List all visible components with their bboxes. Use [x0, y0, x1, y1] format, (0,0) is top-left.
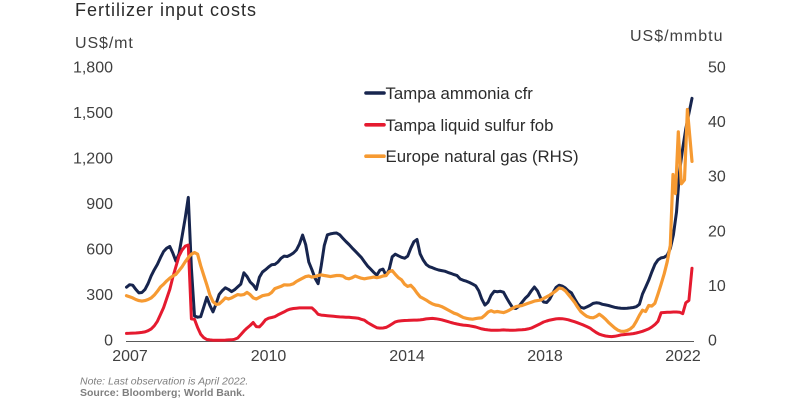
svg-text:US$/mt: US$/mt	[75, 35, 134, 52]
svg-text:20: 20	[708, 223, 726, 240]
svg-text:2010: 2010	[251, 348, 287, 365]
svg-text:50: 50	[708, 60, 726, 77]
svg-text:2014: 2014	[389, 348, 425, 365]
svg-text:40: 40	[708, 114, 726, 131]
svg-text:Note: Last observation is Apri: Note: Last observation is April 2022.	[80, 376, 248, 388]
svg-text:2018: 2018	[527, 348, 563, 365]
svg-text:30: 30	[708, 169, 726, 186]
svg-text:1,500: 1,500	[73, 105, 113, 122]
svg-text:Source: Bloomberg; World Bank.: Source: Bloomberg; World Bank.	[80, 387, 245, 399]
svg-text:US$/mmbtu: US$/mmbtu	[630, 28, 723, 45]
svg-text:600: 600	[86, 242, 113, 259]
svg-text:Tampa liquid sulfur fob: Tampa liquid sulfur fob	[386, 116, 554, 135]
svg-text:1,200: 1,200	[73, 151, 113, 168]
svg-text:1,800: 1,800	[73, 60, 113, 77]
svg-text:0: 0	[708, 333, 717, 350]
svg-text:Europe natural gas (RHS): Europe natural gas (RHS)	[386, 147, 579, 166]
svg-text:900: 900	[86, 196, 113, 213]
svg-text:Tampa ammonia cfr: Tampa ammonia cfr	[386, 84, 534, 103]
svg-text:10: 10	[708, 278, 726, 295]
svg-text:Fertilizer input costs: Fertilizer input costs	[75, 0, 257, 20]
svg-text:2022: 2022	[665, 348, 701, 365]
svg-text:300: 300	[86, 287, 113, 304]
svg-text:0: 0	[104, 333, 113, 350]
svg-text:2007: 2007	[112, 348, 148, 365]
